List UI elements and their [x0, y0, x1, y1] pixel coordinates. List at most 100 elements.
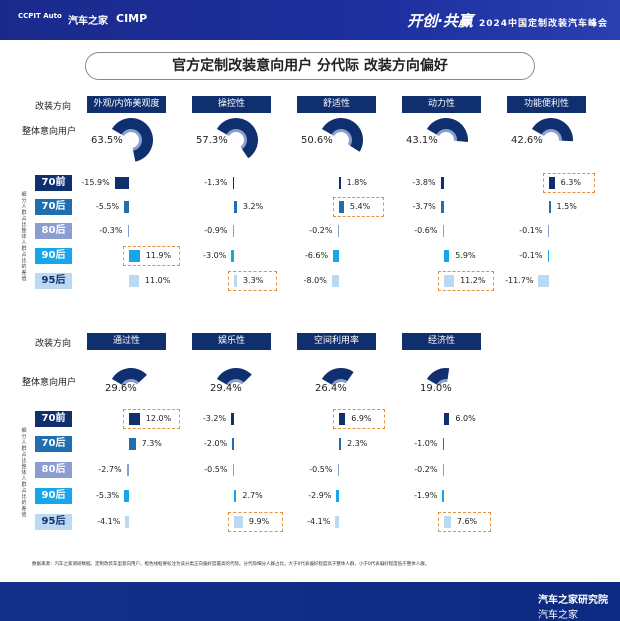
- direction-header: 通过性: [87, 333, 166, 350]
- bar: [125, 516, 129, 528]
- direction-header: 娱乐性: [192, 333, 271, 350]
- highlight-box: [228, 512, 283, 532]
- overall-gauge: [216, 117, 259, 159]
- bar-value-label: -1.9%: [414, 491, 438, 500]
- bar-value-label: 5.9%: [455, 251, 476, 260]
- bar-value-label: -0.2%: [309, 226, 333, 235]
- bar: [440, 177, 444, 189]
- overall-value: 26.4%: [315, 383, 347, 394]
- bar-value-label: -4.1%: [97, 517, 121, 526]
- bar-value-label: -5.3%: [96, 491, 120, 500]
- overall-value: 63.5%: [91, 135, 123, 146]
- bar: [333, 250, 339, 262]
- bar: [549, 201, 551, 213]
- highlight-box: [333, 409, 386, 429]
- bar-value-label: -1.3%: [204, 178, 228, 187]
- highlight-box: [123, 409, 180, 429]
- bar-value-label: -2.0%: [203, 439, 228, 448]
- bar: [129, 413, 140, 425]
- bar: [538, 275, 549, 287]
- bar-value-label: -0.1%: [519, 251, 543, 260]
- bar: [234, 275, 237, 287]
- bar-value-label: -3.7%: [412, 202, 436, 211]
- generation-label: 95后: [35, 514, 72, 530]
- bar: [129, 250, 140, 262]
- generation-label: 95后: [35, 273, 72, 289]
- bar-value-label: -0.3%: [99, 226, 123, 235]
- bar: [127, 225, 129, 237]
- bar: [234, 516, 243, 528]
- bar-value-label: -0.5%: [309, 465, 333, 474]
- bar-value-label: 6.3%: [560, 178, 581, 187]
- cimp-logo: CIMP: [116, 12, 148, 25]
- bar-value-label: 6.9%: [351, 414, 372, 423]
- bar-value-label: -6.6%: [304, 251, 329, 260]
- bar: [336, 490, 339, 502]
- bar: [339, 413, 346, 425]
- bar-value-label: 7.6%: [456, 517, 478, 526]
- gauge-inner-arc: [121, 378, 139, 386]
- gauge-arc: [216, 368, 252, 385]
- bar-value-label: -0.1%: [519, 226, 543, 235]
- bar: [126, 464, 129, 476]
- gauge-arc: [426, 368, 450, 385]
- bar-value-label: -0.5%: [204, 465, 228, 474]
- bar: [234, 490, 237, 502]
- bar: [442, 225, 444, 237]
- overall-value: 29.4%: [210, 383, 242, 394]
- ccpit-logo: CCPIT Auto: [18, 12, 62, 20]
- footer-banner: [0, 582, 620, 621]
- bar-value-label: -11.7%: [505, 276, 534, 285]
- direction-header: 外观/内饰美观度: [87, 96, 166, 113]
- highlight-box: [438, 271, 495, 291]
- bar-value-label: 2.7%: [242, 491, 263, 500]
- direction-header: 舒适性: [297, 96, 376, 113]
- vertical-axis-label-bottom: 细分人群占比整体人群占比的差值: [21, 428, 27, 518]
- bar-value-label: -2.7%: [98, 465, 122, 474]
- bar-value-label: 6.0%: [455, 414, 476, 423]
- direction-header: 经济性: [402, 333, 481, 350]
- overall-value: 57.3%: [196, 135, 228, 146]
- bar: [129, 438, 136, 450]
- bar: [114, 177, 129, 189]
- bar: [231, 413, 234, 425]
- bar: [234, 201, 237, 213]
- bar: [547, 225, 549, 237]
- direction-header: 功能便利性: [507, 96, 586, 113]
- brand-text: 汽车之家研究院: [538, 595, 608, 606]
- gauge-inner-arc: [436, 129, 457, 141]
- footer-brand: 汽车之家研究院 汽车之家: [538, 591, 608, 621]
- direction-header: 空间利用率: [297, 333, 376, 350]
- event-slogan: 开创·共赢 2024中国定制改装汽车峰会: [407, 10, 608, 31]
- bar-value-label: -8.0%: [303, 276, 327, 285]
- gauge-inner-arc: [121, 129, 142, 151]
- bar-value-label: 9.9%: [248, 517, 270, 526]
- bar: [547, 250, 549, 262]
- gauge-inner-arc: [331, 129, 352, 146]
- overall-gauge: [111, 118, 153, 162]
- bar: [444, 516, 451, 528]
- bar: [444, 250, 450, 262]
- bar: [232, 225, 234, 237]
- bar-value-label: -4.1%: [307, 517, 331, 526]
- gauge-arc: [321, 118, 363, 152]
- overall-value: 43.1%: [406, 135, 438, 146]
- bar-value-label: 11.2%: [460, 276, 486, 285]
- gauge-arc: [111, 118, 153, 162]
- watermark-text: 汽车之家: [538, 610, 578, 621]
- direction-label-top: 改装方向: [35, 102, 72, 112]
- gauge-inner-arc: [226, 129, 248, 150]
- bar-value-label: 5.4%: [349, 202, 371, 211]
- bar-value-label: 7.3%: [141, 439, 162, 448]
- bar-value-label: 12.0%: [145, 414, 172, 423]
- bar: [339, 177, 341, 189]
- bar: [442, 490, 444, 502]
- highlight-box: [438, 512, 491, 532]
- slogan-text: 开创·共赢: [407, 12, 473, 30]
- generation-label: 80后: [35, 223, 72, 239]
- highlight-box: [333, 197, 384, 217]
- direction-header: 动力性: [402, 96, 481, 113]
- autohome-logo: 汽车之家: [68, 16, 108, 27]
- overall-gauge: [426, 117, 468, 142]
- bar: [442, 464, 444, 476]
